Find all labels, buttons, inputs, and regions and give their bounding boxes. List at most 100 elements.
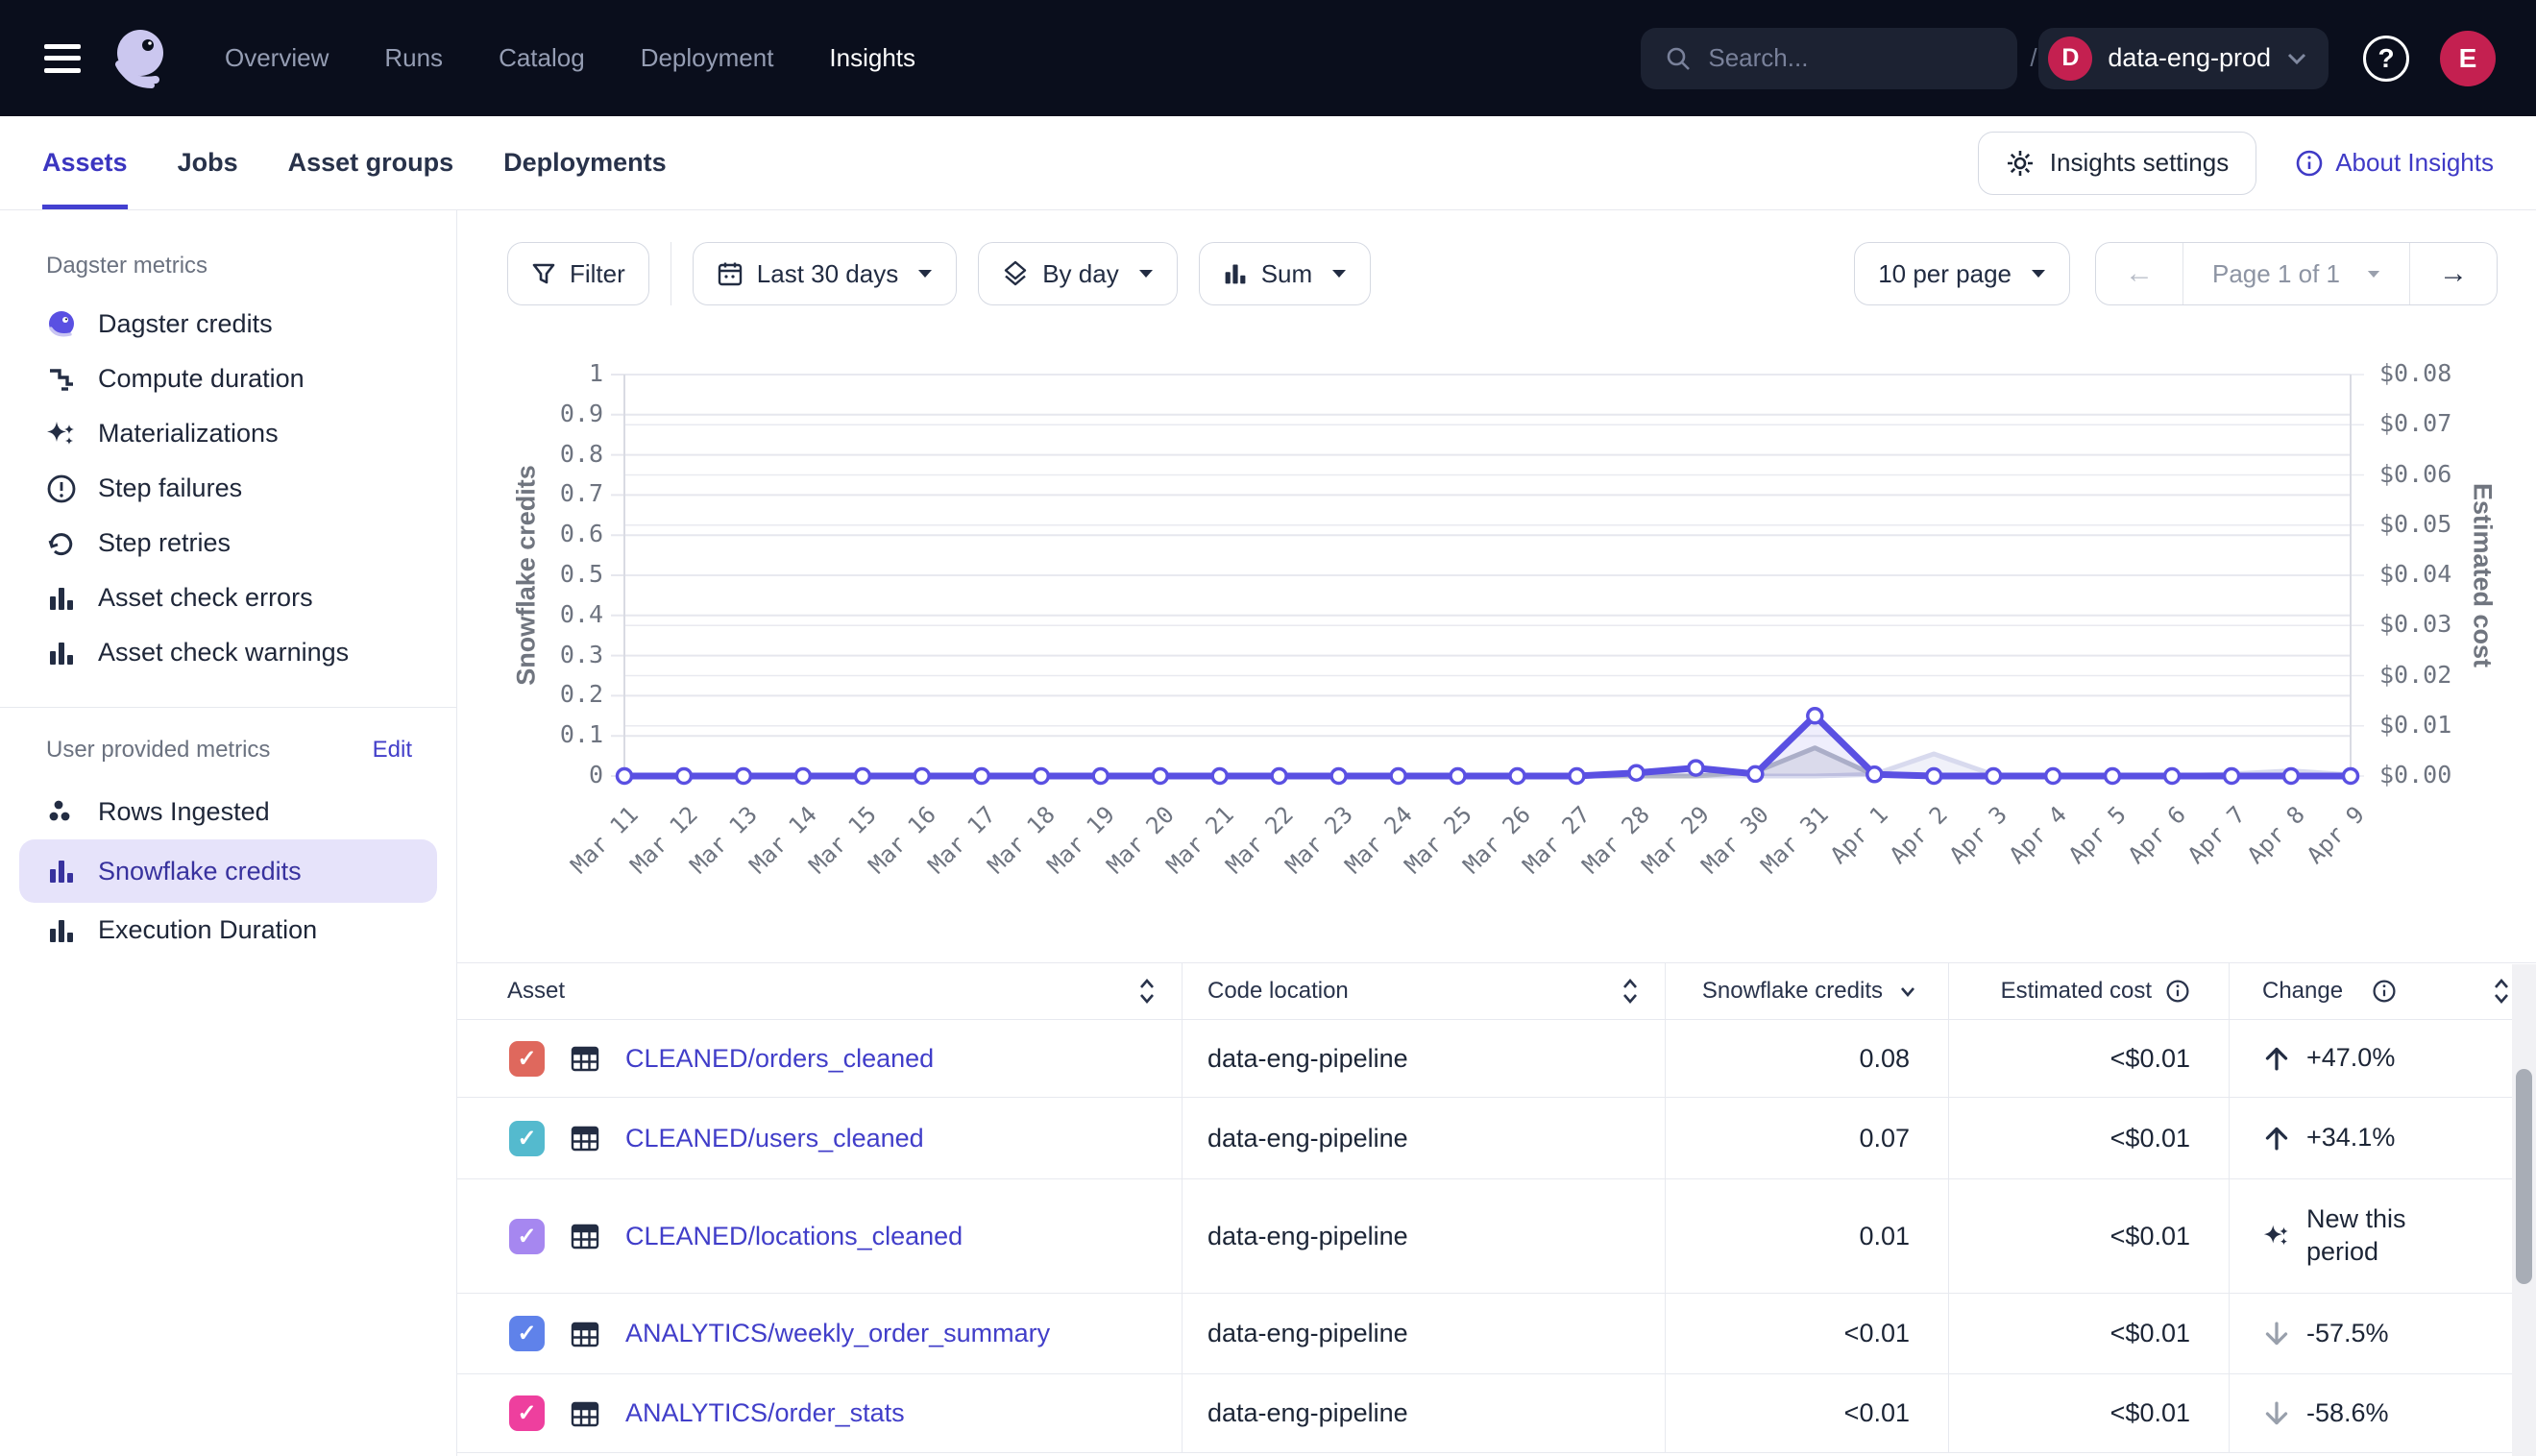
code-location-cell: data-eng-pipeline [1182,1374,1665,1452]
insights-settings-label: Insights settings [2049,148,2230,177]
filter-label: Filter [570,258,625,288]
tab-assets[interactable]: Assets [42,116,128,209]
nav-item-overview[interactable]: Overview [225,43,329,72]
column-header-change[interactable]: Change [2229,963,2536,1019]
code-location-cell: data-eng-pipeline [1182,1020,1665,1097]
nav-item-deployment[interactable]: Deployment [640,43,774,72]
column-header-asset[interactable]: Asset [457,963,1182,1019]
asset-cell: ✓ CLEANED/locations_cleaned [457,1179,1182,1293]
top-nav: Overview Runs Catalog Deployment Insight… [0,0,2536,116]
column-header-code-location[interactable]: Code location [1182,963,1665,1019]
nav-item-insights[interactable]: Insights [829,43,916,72]
dots-cluster-icon [46,797,77,828]
nav-item-catalog[interactable]: Catalog [499,43,585,72]
cost-value: <$0.01 [2109,1221,2190,1250]
aggregation-dropdown[interactable]: Sum [1198,242,1372,305]
row-checkbox[interactable]: ✓ [509,1218,545,1254]
sidebar-item-label: Asset check errors [98,583,313,612]
cost-cell: <$0.01 [1948,1294,2229,1373]
tab-deployments[interactable]: Deployments [503,148,667,177]
row-checkbox[interactable]: ✓ [509,1040,545,1077]
tab-asset-groups[interactable]: Asset groups [287,148,454,177]
change-direction-icon [2262,1320,2291,1348]
edit-metrics-link[interactable]: Edit [372,737,412,763]
y-axis-tick-label: 0.6 [559,520,603,548]
date-range-dropdown[interactable]: Last 30 days [692,242,958,305]
about-insights-link[interactable]: About Insights [2295,148,2494,178]
y-axis-tick-label: 0.3 [559,640,603,668]
credits-cell: 0.07 [1665,1098,1948,1178]
aggregation-label: Sum [1260,258,1313,288]
search-input[interactable] [1708,43,2031,73]
asset-link[interactable]: CLEANED/orders_cleaned [625,1043,935,1073]
asset-link[interactable]: CLEANED/locations_cleaned [625,1221,963,1250]
sort-updown-icon[interactable] [1621,977,1640,1006]
filter-button[interactable]: Filter [507,242,649,305]
sort-desc-icon[interactable] [1898,984,1917,998]
sidebar-item-compute-duration[interactable]: Compute duration [0,352,456,406]
sidebar-item-rows-ingested[interactable]: Rows Ingested [0,785,456,839]
assets-metrics-table: Asset Code location Snowflake credits Es… [457,962,2536,1453]
org-switcher[interactable]: D data-eng-prod [2038,27,2329,89]
sidebar-item-materializations[interactable]: Materializations [0,406,456,461]
code-location-value: data-eng-pipeline [1207,1398,1408,1427]
row-checkbox[interactable]: ✓ [509,1316,545,1351]
sidebar-item-dagster-credits[interactable]: Dagster credits [0,297,456,352]
x-axis-date-labels: Mar 11 Mar 12 Mar 13 Mar 14 Mar 15 Mar 16 Mar … [566,780,2370,914]
tab-jobs[interactable]: Jobs [177,148,238,177]
help-icon[interactable]: ? [2363,35,2409,82]
dagster-octopus-icon [46,309,77,340]
cost-value: <$0.01 [2109,1398,2190,1427]
info-icon[interactable] [2372,979,2397,1004]
sidebar-item-snowflake-credits[interactable]: Snowflake credits [19,839,437,903]
change-cell: New this period [2229,1179,2536,1293]
column-header-estimated-cost[interactable]: Estimated cost [1948,963,2229,1019]
info-icon [2295,149,2324,178]
granularity-dropdown[interactable]: By day [978,242,1178,305]
sparkles-icon [46,419,77,449]
sidebar-item-execution-duration[interactable]: Execution Duration [0,903,456,958]
row-checkbox[interactable]: ✓ [509,1395,545,1431]
info-icon[interactable] [2165,979,2190,1004]
caret-down-icon [917,269,933,279]
page-indicator-dropdown[interactable]: Page 1 of 1 [2182,243,2409,304]
asset-link[interactable]: ANALYTICS/order_stats [625,1398,905,1427]
x-axis-date-label: Apr 4 [2004,801,2072,869]
code-location-cell: data-eng-pipeline [1182,1179,1665,1293]
y-axis-tick-label: $0.02 [2379,660,2452,689]
change-direction-icon [2262,1044,2291,1073]
hamburger-menu-icon[interactable] [44,43,81,73]
asset-cell: ✓ ANALYTICS/order_stats [457,1374,1182,1452]
table-row: ✓ CLEANED/orders_cleaned data-eng-pipeli… [457,1020,2536,1098]
asset-link[interactable]: CLEANED/users_cleaned [625,1123,924,1153]
column-header-snowflake-credits[interactable]: Snowflake credits [1665,963,1948,1019]
credits-value: 0.07 [1859,1123,1910,1153]
dagster-logo-icon[interactable] [110,24,179,93]
nav-item-runs[interactable]: Runs [384,43,444,72]
insights-settings-button[interactable]: Insights settings [1977,131,2257,195]
sidebar-item-label: Snowflake credits [98,856,302,886]
row-checkbox[interactable]: ✓ [509,1120,545,1156]
sort-updown-icon[interactable] [2492,977,2511,1006]
sidebar-item-step-failures[interactable]: Step failures [0,461,456,516]
asset-link[interactable]: ANALYTICS/weekly_order_summary [625,1319,1051,1347]
sidebar-item-step-retries[interactable]: Step retries [0,516,456,570]
table-asset-icon [570,1043,600,1074]
scrollbar-thumb[interactable] [2516,1069,2532,1284]
sidebar-item-asset-check-errors[interactable]: Asset check errors [0,570,456,625]
sort-updown-icon[interactable] [1137,977,1157,1006]
x-axis-date-label: Apr 1 [1825,801,1894,869]
column-label: Estimated cost [2000,978,2152,1004]
next-page-button[interactable]: → [2409,243,2497,304]
user-avatar[interactable]: E [2440,30,2496,86]
prev-page-button[interactable]: ← [2096,243,2182,304]
y-axis-tick-label: $0.03 [2379,610,2452,639]
cost-cell: <$0.01 [1948,1374,2229,1452]
sidebar-item-asset-check-warnings[interactable]: Asset check warnings [0,625,456,680]
credits-line-chart[interactable] [611,374,2364,786]
code-location-cell: data-eng-pipeline [1182,1294,1665,1373]
search-box[interactable]: / [1641,27,2037,89]
table-row: ✓ ANALYTICS/weekly_order_summary data-en… [457,1294,2536,1374]
per-page-dropdown[interactable]: 10 per page [1854,242,2070,305]
y-axis-tick-label: $0.08 [2379,359,2452,387]
